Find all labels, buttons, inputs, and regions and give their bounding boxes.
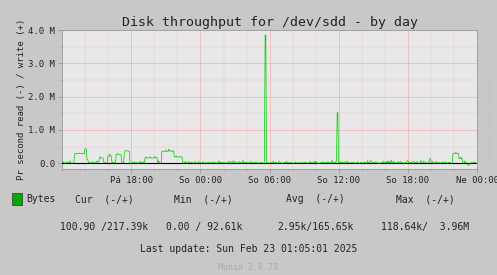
Text: 2.95k/165.65k: 2.95k/165.65k (277, 222, 354, 232)
Text: Cur  (-/+): Cur (-/+) (75, 194, 134, 204)
Text: Min  (-/+): Min (-/+) (174, 194, 233, 204)
Text: Max  (-/+): Max (-/+) (396, 194, 454, 204)
Text: RRDTOOL / TOBI OETIKER: RRDTOOL / TOBI OETIKER (488, 80, 493, 162)
Text: Last update: Sun Feb 23 01:05:01 2025: Last update: Sun Feb 23 01:05:01 2025 (140, 244, 357, 254)
Title: Disk throughput for /dev/sdd - by day: Disk throughput for /dev/sdd - by day (122, 16, 417, 29)
Text: Avg  (-/+): Avg (-/+) (286, 194, 345, 204)
Text: Bytes: Bytes (26, 194, 55, 204)
Text: 0.00 / 92.61k: 0.00 / 92.61k (166, 222, 242, 232)
Y-axis label: Pr second read (-) / write (+): Pr second read (-) / write (+) (16, 19, 25, 180)
Text: 100.90 /217.39k: 100.90 /217.39k (60, 222, 149, 232)
Text: 118.64k/  3.96M: 118.64k/ 3.96M (381, 222, 469, 232)
Text: Munin 2.0.73: Munin 2.0.73 (219, 263, 278, 272)
